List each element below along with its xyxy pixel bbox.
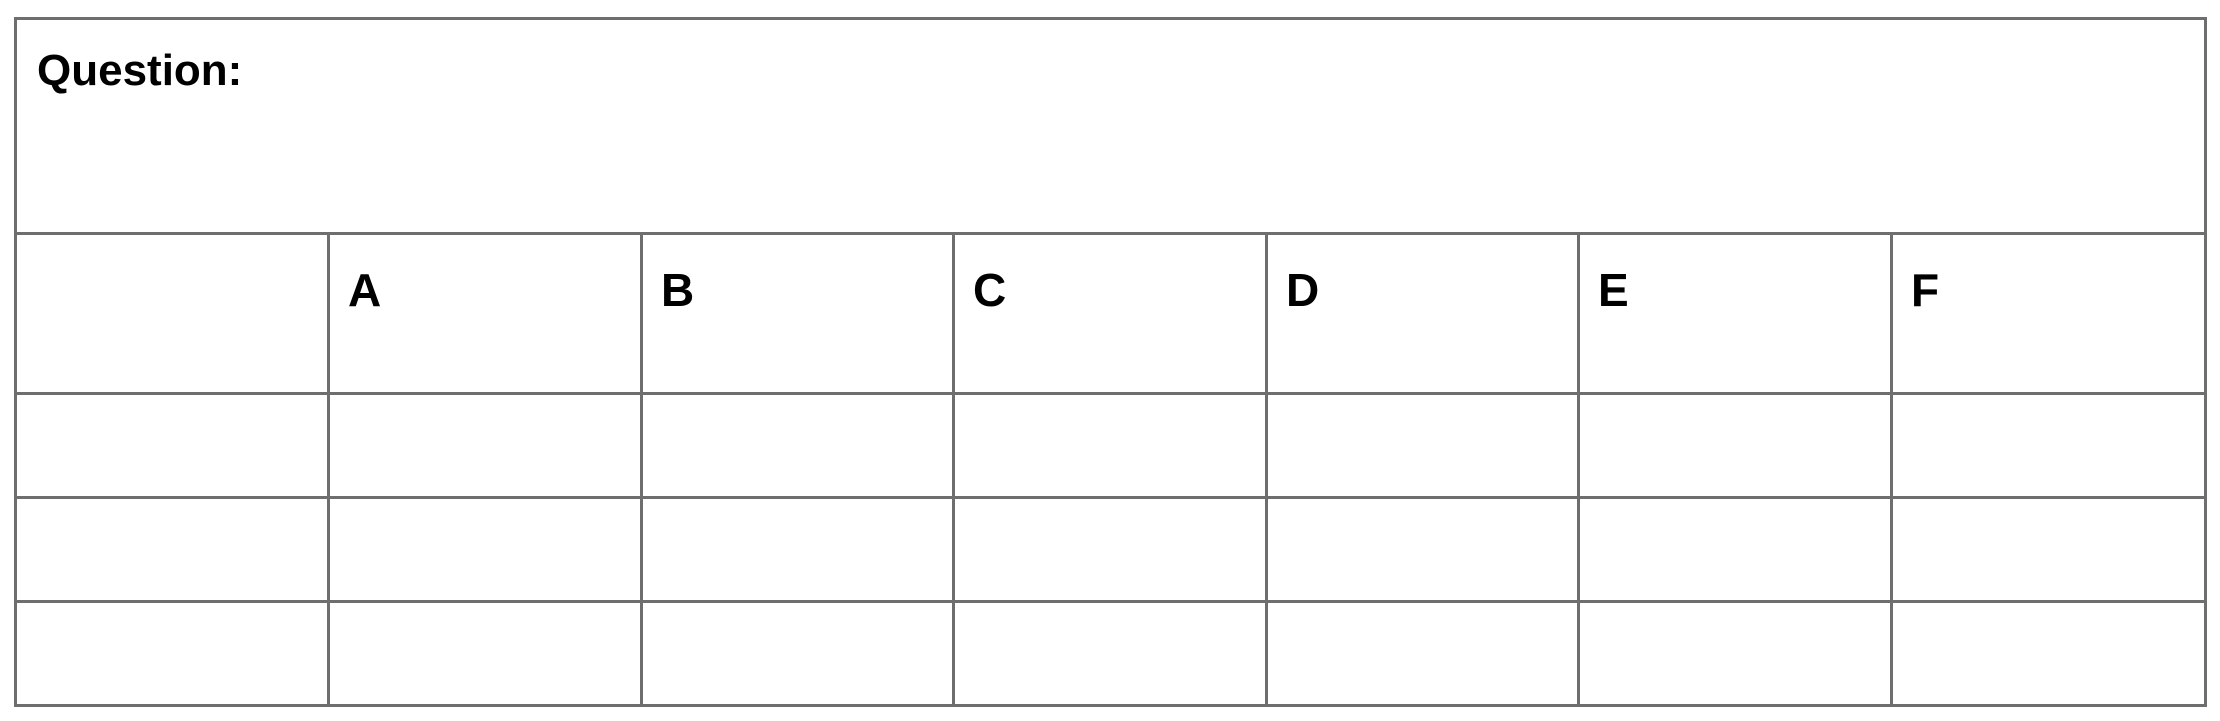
table-cell[interactable] [14, 392, 330, 499]
table-cell[interactable] [640, 496, 955, 603]
question-label: Question: [37, 46, 243, 95]
table-cell[interactable] [327, 496, 643, 603]
header-cell-a[interactable]: A [327, 232, 643, 395]
table-cell[interactable] [1577, 392, 1893, 499]
table-cell[interactable] [1265, 496, 1580, 603]
table-cell[interactable] [952, 496, 1268, 603]
table-cell[interactable] [1889, 392, 2208, 499]
header-cell-e[interactable]: E [1577, 232, 1893, 395]
table-cell[interactable] [952, 392, 1268, 499]
header-row: A B C D E F [14, 232, 2208, 395]
table-cell[interactable] [1265, 600, 1580, 707]
table-cell[interactable] [640, 392, 955, 499]
header-cell-c[interactable]: C [952, 232, 1268, 395]
header-cell-d[interactable]: D [1265, 232, 1580, 395]
header-cell-b[interactable]: B [640, 232, 955, 395]
question-table: Question: A B C D E F [13, 17, 2208, 707]
table-cell[interactable] [327, 600, 643, 707]
table-cell[interactable] [952, 600, 1268, 707]
table-cell[interactable] [1577, 496, 1893, 603]
header-cell-f[interactable]: F [1889, 232, 2208, 395]
table-cell[interactable] [1889, 600, 2208, 707]
table-row [14, 600, 2208, 707]
table-cell[interactable] [14, 600, 330, 707]
header-cell-blank[interactable] [14, 232, 330, 395]
table-cell[interactable] [1889, 496, 2208, 603]
table-row [14, 392, 2208, 499]
table-cell[interactable] [1265, 392, 1580, 499]
table-cell[interactable] [1577, 600, 1893, 707]
table-row [14, 496, 2208, 603]
table-cell[interactable] [14, 496, 330, 603]
table-cell[interactable] [327, 392, 643, 499]
question-cell[interactable]: Question: [13, 17, 2208, 235]
table-cell[interactable] [640, 600, 955, 707]
